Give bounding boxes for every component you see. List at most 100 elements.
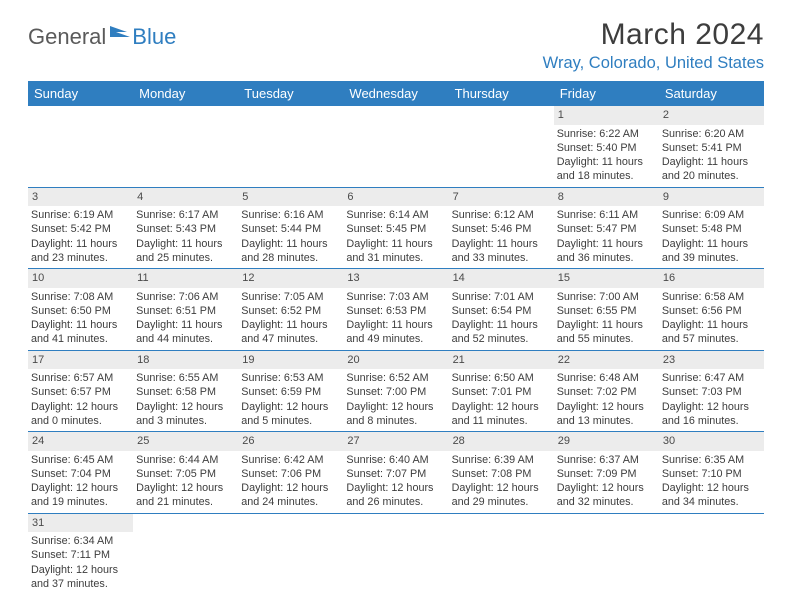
sunrise-line: Sunrise: 6:16 AM <box>241 208 340 222</box>
daylight-line-2: and 23 minutes. <box>31 251 130 265</box>
day-body: Sunrise: 6:40 AMSunset: 7:07 PMDaylight:… <box>343 451 448 513</box>
weekday-header: Wednesday <box>343 81 448 106</box>
sunrise-line: Sunrise: 6:35 AM <box>662 453 761 467</box>
calendar-cell <box>28 106 133 187</box>
weekday-row: SundayMondayTuesdayWednesdayThursdayFrid… <box>28 81 764 106</box>
day-body: Sunrise: 6:39 AMSunset: 7:08 PMDaylight:… <box>449 451 554 513</box>
calendar-cell <box>238 106 343 187</box>
day-body: Sunrise: 6:42 AMSunset: 7:06 PMDaylight:… <box>238 451 343 513</box>
sunset-line: Sunset: 7:02 PM <box>557 385 656 399</box>
calendar-cell: 30Sunrise: 6:35 AMSunset: 7:10 PMDayligh… <box>659 432 764 514</box>
daylight-line-2: and 37 minutes. <box>31 577 130 591</box>
daylight-line-2: and 55 minutes. <box>557 332 656 346</box>
daylight-line-2: and 39 minutes. <box>662 251 761 265</box>
daylight-line-2: and 8 minutes. <box>346 414 445 428</box>
calendar-cell: 26Sunrise: 6:42 AMSunset: 7:06 PMDayligh… <box>238 432 343 514</box>
calendar-cell: 13Sunrise: 7:03 AMSunset: 6:53 PMDayligh… <box>343 269 448 351</box>
daylight-line-2: and 26 minutes. <box>346 495 445 509</box>
calendar-cell: 22Sunrise: 6:48 AMSunset: 7:02 PMDayligh… <box>554 350 659 432</box>
calendar-cell: 16Sunrise: 6:58 AMSunset: 6:56 PMDayligh… <box>659 269 764 351</box>
sunset-line: Sunset: 6:51 PM <box>136 304 235 318</box>
calendar-cell: 1Sunrise: 6:22 AMSunset: 5:40 PMDaylight… <box>554 106 659 187</box>
calendar-cell: 18Sunrise: 6:55 AMSunset: 6:58 PMDayligh… <box>133 350 238 432</box>
header-right: March 2024 Wray, Colorado, United States <box>543 18 764 73</box>
day-number: 29 <box>554 432 659 451</box>
daylight-line-1: Daylight: 11 hours <box>346 318 445 332</box>
calendar-cell: 15Sunrise: 7:00 AMSunset: 6:55 PMDayligh… <box>554 269 659 351</box>
day-body: Sunrise: 6:58 AMSunset: 6:56 PMDaylight:… <box>659 288 764 350</box>
day-body: Sunrise: 7:01 AMSunset: 6:54 PMDaylight:… <box>449 288 554 350</box>
sunrise-line: Sunrise: 6:42 AM <box>241 453 340 467</box>
day-body: Sunrise: 6:22 AMSunset: 5:40 PMDaylight:… <box>554 125 659 187</box>
day-number: 24 <box>28 432 133 451</box>
day-number: 28 <box>449 432 554 451</box>
daylight-line-2: and 13 minutes. <box>557 414 656 428</box>
daylight-line-1: Daylight: 11 hours <box>662 237 761 251</box>
daylight-line-2: and 52 minutes. <box>452 332 551 346</box>
calendar-cell: 24Sunrise: 6:45 AMSunset: 7:04 PMDayligh… <box>28 432 133 514</box>
daylight-line-2: and 32 minutes. <box>557 495 656 509</box>
daylight-line-1: Daylight: 11 hours <box>452 237 551 251</box>
sunset-line: Sunset: 7:03 PM <box>662 385 761 399</box>
day-body: Sunrise: 6:44 AMSunset: 7:05 PMDaylight:… <box>133 451 238 513</box>
daylight-line-1: Daylight: 12 hours <box>557 400 656 414</box>
daylight-line-2: and 0 minutes. <box>31 414 130 428</box>
sunset-line: Sunset: 5:45 PM <box>346 222 445 236</box>
day-number: 23 <box>659 351 764 370</box>
day-number: 2 <box>659 106 764 125</box>
sunset-line: Sunset: 6:59 PM <box>241 385 340 399</box>
calendar-table: SundayMondayTuesdayWednesdayThursdayFrid… <box>28 81 764 594</box>
sunset-line: Sunset: 5:48 PM <box>662 222 761 236</box>
day-number: 15 <box>554 269 659 288</box>
weekday-header: Monday <box>133 81 238 106</box>
calendar-cell <box>133 106 238 187</box>
day-number: 13 <box>343 269 448 288</box>
day-number: 18 <box>133 351 238 370</box>
calendar-cell: 19Sunrise: 6:53 AMSunset: 6:59 PMDayligh… <box>238 350 343 432</box>
day-body: Sunrise: 6:50 AMSunset: 7:01 PMDaylight:… <box>449 369 554 431</box>
sunset-line: Sunset: 7:07 PM <box>346 467 445 481</box>
sunrise-line: Sunrise: 6:48 AM <box>557 371 656 385</box>
sunset-line: Sunset: 7:10 PM <box>662 467 761 481</box>
calendar-cell: 5Sunrise: 6:16 AMSunset: 5:44 PMDaylight… <box>238 187 343 269</box>
day-number: 16 <box>659 269 764 288</box>
calendar-cell <box>554 513 659 594</box>
daylight-line-1: Daylight: 12 hours <box>557 481 656 495</box>
day-body: Sunrise: 6:55 AMSunset: 6:58 PMDaylight:… <box>133 369 238 431</box>
daylight-line-1: Daylight: 11 hours <box>662 155 761 169</box>
day-body: Sunrise: 6:47 AMSunset: 7:03 PMDaylight:… <box>659 369 764 431</box>
sunset-line: Sunset: 5:43 PM <box>136 222 235 236</box>
day-number: 8 <box>554 188 659 207</box>
day-body: Sunrise: 6:20 AMSunset: 5:41 PMDaylight:… <box>659 125 764 187</box>
daylight-line-1: Daylight: 12 hours <box>31 563 130 577</box>
day-number: 19 <box>238 351 343 370</box>
sunset-line: Sunset: 6:53 PM <box>346 304 445 318</box>
calendar-cell: 7Sunrise: 6:12 AMSunset: 5:46 PMDaylight… <box>449 187 554 269</box>
brand-logo: General Blue <box>28 18 176 50</box>
sunset-line: Sunset: 6:50 PM <box>31 304 130 318</box>
day-body: Sunrise: 7:00 AMSunset: 6:55 PMDaylight:… <box>554 288 659 350</box>
weekday-header: Friday <box>554 81 659 106</box>
sunset-line: Sunset: 5:47 PM <box>557 222 656 236</box>
weekday-header: Tuesday <box>238 81 343 106</box>
calendar-cell <box>659 513 764 594</box>
sunset-line: Sunset: 6:55 PM <box>557 304 656 318</box>
calendar-cell <box>343 513 448 594</box>
daylight-line-1: Daylight: 12 hours <box>346 481 445 495</box>
day-number: 27 <box>343 432 448 451</box>
sunrise-line: Sunrise: 7:06 AM <box>136 290 235 304</box>
sunrise-line: Sunrise: 6:09 AM <box>662 208 761 222</box>
sunrise-line: Sunrise: 6:52 AM <box>346 371 445 385</box>
day-body: Sunrise: 6:37 AMSunset: 7:09 PMDaylight:… <box>554 451 659 513</box>
daylight-line-1: Daylight: 12 hours <box>452 481 551 495</box>
sunrise-line: Sunrise: 6:34 AM <box>31 534 130 548</box>
sunset-line: Sunset: 7:09 PM <box>557 467 656 481</box>
calendar-cell: 14Sunrise: 7:01 AMSunset: 6:54 PMDayligh… <box>449 269 554 351</box>
month-title: March 2024 <box>543 18 764 52</box>
day-number: 14 <box>449 269 554 288</box>
calendar-cell: 27Sunrise: 6:40 AMSunset: 7:07 PMDayligh… <box>343 432 448 514</box>
sunset-line: Sunset: 6:52 PM <box>241 304 340 318</box>
daylight-line-2: and 19 minutes. <box>31 495 130 509</box>
sunset-line: Sunset: 5:44 PM <box>241 222 340 236</box>
day-number: 30 <box>659 432 764 451</box>
